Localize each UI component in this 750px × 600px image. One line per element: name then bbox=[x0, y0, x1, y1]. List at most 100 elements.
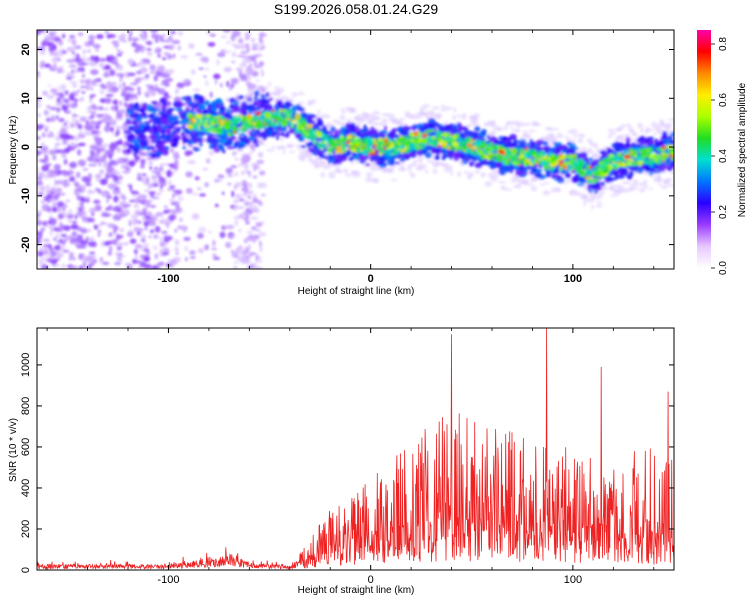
spectrogram-cell bbox=[71, 39, 77, 46]
spectrogram-cell bbox=[391, 157, 395, 165]
spectrogram-cell bbox=[467, 174, 472, 181]
spectrogram-cell bbox=[157, 88, 166, 95]
spectrogram-cell bbox=[99, 178, 108, 186]
spectrogram-cell bbox=[215, 98, 223, 105]
spectrogram-cell bbox=[656, 123, 664, 128]
spectrogram-cell bbox=[81, 245, 86, 249]
spectrogram-cell bbox=[571, 148, 576, 153]
spectrogram-cell bbox=[499, 165, 507, 171]
spectrogram-cell bbox=[586, 148, 594, 155]
spectrogram-cell bbox=[657, 168, 661, 174]
spectrogram-cell bbox=[139, 254, 148, 259]
spectrogram-cell bbox=[456, 114, 462, 118]
spectrogram-cell bbox=[40, 60, 46, 67]
spectrogram-cell bbox=[125, 120, 133, 125]
spectrogram-cell bbox=[62, 98, 69, 103]
spectrogram-cell bbox=[117, 65, 124, 71]
spectrogram-cell bbox=[474, 125, 481, 132]
spectrogram-cell bbox=[95, 137, 103, 145]
spectrogram-cell bbox=[167, 44, 175, 51]
spectrogram-cell bbox=[160, 236, 163, 243]
spectrogram-cell bbox=[249, 63, 253, 68]
spectrogram-cell bbox=[243, 163, 249, 170]
spectrogram-cell bbox=[129, 238, 137, 244]
spectrogram-cell bbox=[441, 155, 446, 161]
spectrogram-cell bbox=[58, 213, 64, 220]
spectrogram-cell bbox=[57, 187, 63, 194]
spectrogram-cell bbox=[150, 174, 158, 180]
spectrogram-cell bbox=[555, 147, 562, 154]
spectrogram-cell bbox=[128, 160, 136, 167]
spectrogram-cell bbox=[88, 173, 92, 180]
spectrogram-cell bbox=[134, 95, 138, 100]
spectrogram-cell bbox=[582, 196, 588, 201]
spectrogram-cell bbox=[59, 221, 63, 227]
spectrogram-cell bbox=[556, 132, 564, 139]
spectrogram-cell bbox=[155, 170, 161, 176]
spectrogram-cell bbox=[286, 144, 293, 148]
spectrogram-cell bbox=[374, 177, 380, 184]
spectrogram-cell bbox=[513, 137, 517, 145]
spectrogram-cell bbox=[284, 133, 290, 138]
spectrogram-cell bbox=[252, 209, 260, 213]
spectrogram-cell bbox=[631, 131, 636, 136]
spectrogram-cell bbox=[182, 146, 186, 150]
spectrogram-cell bbox=[119, 201, 127, 206]
spectrogram-cell bbox=[246, 99, 255, 105]
spectrogram-cell bbox=[211, 247, 218, 251]
spectrogram-cell bbox=[116, 49, 121, 53]
spectrogram-cell bbox=[67, 39, 72, 42]
spectrogram-cell bbox=[79, 85, 87, 89]
spectrogram-cell bbox=[660, 184, 669, 189]
spectrogram-cell bbox=[512, 121, 518, 126]
spectrogram-cell bbox=[650, 121, 658, 128]
spectrogram-cell bbox=[240, 143, 246, 148]
spectrogram-cell bbox=[469, 161, 475, 167]
spectrogram-cell bbox=[149, 64, 156, 69]
spectrogram-cell bbox=[44, 145, 48, 152]
spectrogram-cell bbox=[139, 235, 147, 239]
spectrogram-cell bbox=[126, 148, 131, 154]
spectrogram-cell bbox=[140, 158, 146, 165]
spectrogram-cell bbox=[194, 108, 200, 113]
spectrogram-cell bbox=[134, 217, 138, 221]
spectrogram-cell bbox=[113, 239, 118, 246]
spectrogram-cell bbox=[408, 163, 418, 167]
spectrogram-cell bbox=[238, 214, 242, 218]
spectrogram-cell bbox=[247, 201, 254, 206]
spectrogram-cell bbox=[332, 161, 338, 165]
spectrogram-cell bbox=[184, 150, 191, 157]
spectrogram-cell bbox=[440, 104, 446, 108]
spectrogram-cell bbox=[116, 53, 123, 57]
spectrogram-cell bbox=[226, 138, 234, 144]
spectrogram-cell bbox=[102, 151, 111, 156]
spectrogram-cell bbox=[106, 199, 109, 203]
spectrogram-cell bbox=[541, 141, 549, 146]
spectrogram-cell bbox=[53, 44, 57, 49]
spectrogram-cell bbox=[299, 155, 306, 162]
spectrogram-cell bbox=[37, 71, 40, 75]
spectrogram-cell bbox=[534, 173, 542, 178]
spectrogram-cell bbox=[231, 190, 235, 198]
spectrogram-cell bbox=[230, 165, 238, 169]
spectrogram-cell bbox=[600, 181, 605, 187]
spectrogram-cell bbox=[452, 107, 457, 113]
spectrogram-cell bbox=[517, 179, 522, 186]
spectrogram-cell bbox=[75, 53, 80, 59]
spectrogram-cell bbox=[317, 120, 324, 127]
spectrogram-cell bbox=[655, 128, 660, 133]
spectrogram-cell bbox=[68, 64, 77, 69]
spectrogram-cell bbox=[112, 82, 117, 85]
spectrogram-cell bbox=[630, 187, 636, 191]
spectrogram-cell bbox=[97, 233, 101, 237]
spectrogram-cell bbox=[136, 177, 143, 181]
spectrogram-cell bbox=[173, 189, 180, 193]
spectrogram-cell bbox=[156, 174, 162, 178]
spectrogram-cell bbox=[177, 195, 184, 202]
spectrogram-cell bbox=[257, 255, 262, 259]
spectrogram-cell bbox=[37, 174, 43, 178]
spectrogram-cell bbox=[193, 93, 200, 101]
spectrogram-cell bbox=[81, 55, 86, 60]
spectrogram-cell bbox=[473, 113, 479, 119]
spectrogram-cell bbox=[107, 250, 113, 256]
